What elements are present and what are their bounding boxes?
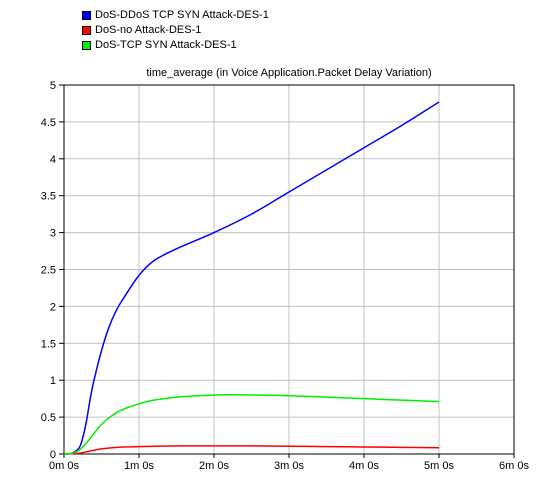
legend-swatch-tcp-syn: [82, 41, 91, 50]
y-tick-label-5: 2.5: [41, 265, 56, 277]
y-tick-label-1: 0.5: [41, 412, 56, 424]
legend-item-no-attack: DoS-no Attack-DES-1: [82, 23, 269, 38]
y-tick-label-9: 4.5: [41, 117, 56, 129]
y-tick-label-2: 1: [50, 375, 56, 387]
legend-swatch-ddos: [82, 11, 91, 20]
y-tick-label-6: 3: [50, 228, 56, 240]
x-tick-label-5: 5m 0s: [424, 460, 454, 472]
legend-label-ddos: DoS-DDoS TCP SYN Attack-DES-1: [95, 9, 269, 21]
series-line-1: [63, 445, 440, 455]
x-tick-label-0: 0m 0s: [49, 460, 79, 472]
legend-swatch-no-attack: [82, 26, 91, 35]
x-tick-label-3: 3m 0s: [274, 460, 304, 472]
y-tick-label-4: 2: [50, 301, 56, 313]
y-tick-label-7: 3.5: [41, 191, 56, 203]
legend-item-tcp-syn: DoS-TCP SYN Attack-DES-1: [82, 38, 269, 53]
y-tick-label-10: 5: [50, 80, 56, 92]
y-tick-label-3: 1.5: [41, 338, 56, 350]
series-line-0: [63, 101, 440, 455]
y-tick-label-0: 0: [50, 449, 56, 461]
x-tick-label-2: 2m 0s: [199, 460, 229, 472]
x-tick-label-1: 1m 0s: [124, 460, 154, 472]
chart-title: time_average (in Voice Application.Packe…: [146, 67, 432, 79]
legend-label-no-attack: DoS-no Attack-DES-1: [95, 24, 202, 36]
y-tick-label-8: 4: [50, 154, 56, 166]
legend: DoS-DDoS TCP SYN Attack-DES-1 DoS-no Att…: [82, 8, 269, 53]
legend-label-tcp-syn: DoS-TCP SYN Attack-DES-1: [95, 39, 237, 51]
x-tick-label-4: 4m 0s: [349, 460, 379, 472]
legend-item-ddos: DoS-DDoS TCP SYN Attack-DES-1: [82, 8, 269, 23]
series-line-2: [63, 394, 440, 455]
x-tick-label-6: 6m 0s: [499, 460, 529, 472]
